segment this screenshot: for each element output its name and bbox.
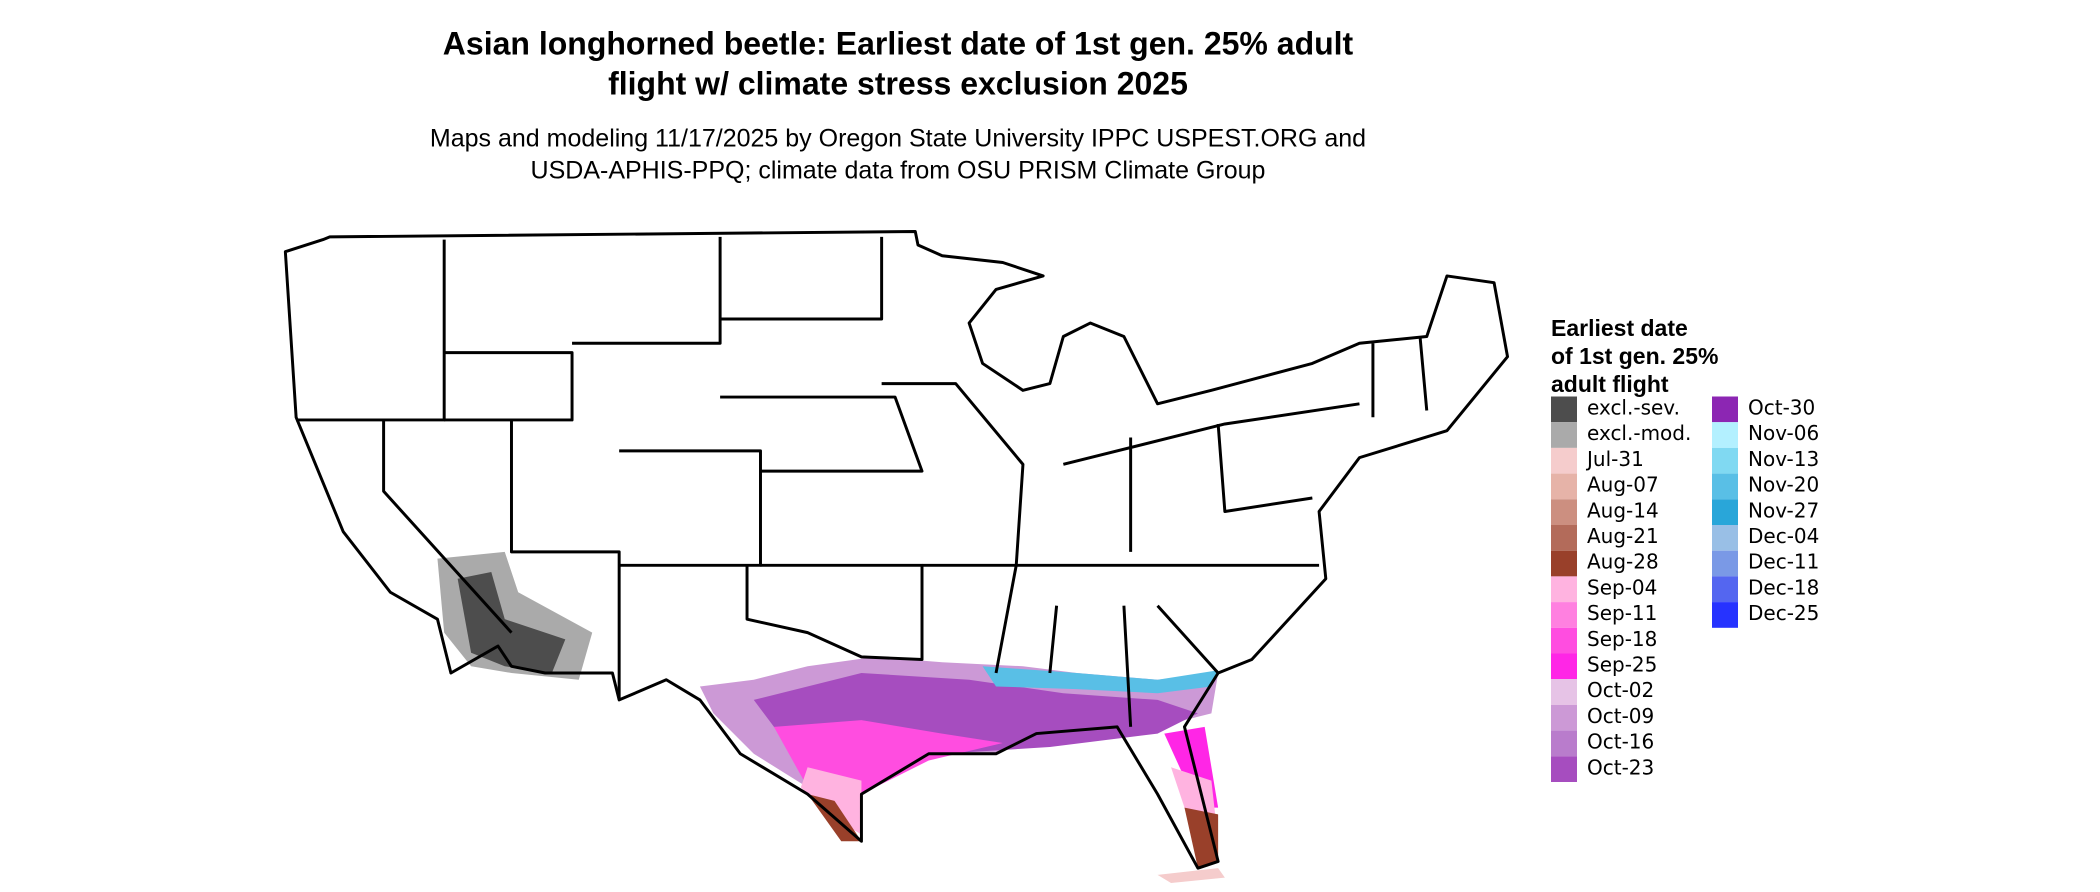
legend-title: Earliest date	[1551, 315, 1688, 341]
legend-label: excl.-sev.	[1587, 396, 1680, 420]
legend-swatch	[1551, 396, 1577, 423]
legend-label: Dec-25	[1748, 601, 1819, 625]
legend-swatch	[1712, 550, 1738, 577]
subtitle: USDA-APHIS-PPQ; climate data from OSU PR…	[531, 157, 1266, 185]
legend-title: adult flight	[1551, 371, 1669, 397]
legend-swatch	[1551, 550, 1577, 577]
legend-label: Aug-21	[1587, 524, 1659, 548]
legend-swatch	[1712, 447, 1738, 474]
legend-label: Sep-04	[1587, 575, 1657, 599]
legend-swatch	[1551, 730, 1577, 757]
legend-swatch	[1551, 576, 1577, 603]
model-regions	[437, 551, 1225, 883]
legend-label: Oct-02	[1587, 678, 1654, 702]
state-lines	[296, 236, 1429, 727]
legend-label: Sep-18	[1587, 627, 1657, 651]
title: Asian longhorned beetle: Earliest date o…	[443, 25, 1354, 61]
subtitle: Maps and modeling 11/17/2025 by Oregon S…	[430, 125, 1366, 153]
legend-label: Aug-07	[1587, 473, 1659, 497]
legend-swatch	[1712, 602, 1738, 628]
legend-swatch	[1712, 576, 1738, 603]
legend-label: Oct-16	[1587, 730, 1654, 754]
legend-label: Sep-11	[1587, 601, 1657, 625]
legend-label: Dec-04	[1748, 524, 1819, 548]
legend-swatch	[1712, 396, 1738, 423]
legend-swatch	[1551, 525, 1577, 551]
legend-label: Nov-27	[1748, 498, 1819, 522]
legend-swatch	[1551, 473, 1577, 500]
legend-swatch	[1551, 422, 1577, 448]
legend-swatch	[1551, 679, 1577, 705]
legend-label: Dec-11	[1748, 550, 1819, 574]
legend-label: excl.-mod.	[1587, 421, 1691, 445]
legend-swatch	[1551, 499, 1577, 525]
legend-label: Aug-28	[1587, 550, 1659, 574]
legend-label: Nov-13	[1748, 447, 1819, 471]
legend-swatch	[1551, 704, 1577, 731]
map	[283, 230, 1510, 883]
legend-swatch	[1551, 627, 1577, 654]
legend-label: Dec-18	[1748, 575, 1819, 599]
legend-label: Oct-09	[1587, 704, 1654, 728]
legend-swatch	[1712, 422, 1738, 448]
legend-label: Sep-25	[1587, 653, 1657, 677]
legend-swatch	[1551, 602, 1577, 628]
legend-swatch	[1551, 756, 1577, 782]
legend-label: Jul-31	[1585, 447, 1644, 471]
us-outline	[283, 230, 1510, 870]
legend-title: of 1st gen. 25%	[1551, 343, 1718, 369]
legend-swatch	[1551, 447, 1577, 474]
legend-label: Nov-20	[1748, 473, 1819, 497]
legend-swatch	[1712, 525, 1738, 551]
legend-label: Nov-06	[1748, 421, 1819, 445]
legend-swatch	[1712, 499, 1738, 525]
legend-label: Oct-23	[1587, 755, 1654, 779]
title: flight w/ climate stress exclusion 2025	[608, 65, 1188, 101]
legend-label: Aug-14	[1587, 498, 1659, 522]
legend-swatch	[1712, 473, 1738, 500]
legend-swatch	[1551, 653, 1577, 680]
legend-label: Oct-30	[1748, 396, 1815, 420]
legend: excl.-sev.excl.-mod.Jul-31Aug-07Aug-14Au…	[1551, 396, 1819, 782]
